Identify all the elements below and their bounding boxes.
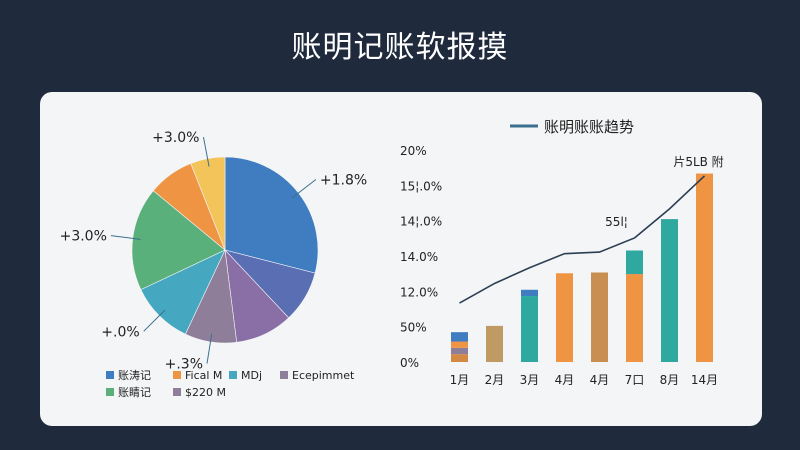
pie-leader-7 [202,136,210,167]
y-tick-label-4: 12.0% [400,285,438,299]
bar-6-seg-0 [661,219,678,362]
x-tick-label-4: 4月 [590,373,610,387]
pie-legend-swatch-0 [106,371,114,379]
bar-2-seg-1 [521,289,538,297]
pie-leader-0 [291,179,317,199]
x-tick-label-0: 1月 [450,373,470,387]
pie-legend-swatch-4 [106,388,114,396]
chart-card: +1.8% +.3% +.0% +3.0% +3.0% 账涛记 Fical M MDj Ecep… [40,92,762,426]
pie-label-0: +1.8% [320,173,367,189]
pie-legend-label-2: MDj [241,369,262,382]
pie-label-4: +.0% [101,324,139,340]
pie-legend-label-5: $220 M [185,386,226,399]
pie-legend-label-1: Fical M [185,369,222,382]
bar-annotation-0: 55l¦ [605,215,628,229]
y-tick-label-6: 0% [400,356,419,370]
pie-legend-label-0: 账涛记 [118,368,151,382]
bar-chart-title: 账明账账趋势 [544,118,634,136]
bar-0-seg-3 [451,332,468,342]
pie-legend-swatch-1 [173,371,181,379]
pie-legend-swatch-5 [173,388,181,396]
pie-leader-5 [110,235,141,240]
x-tick-label-2: 3月 [520,373,540,387]
y-tick-label-0: 20% [400,144,427,158]
y-tick-label-1: 15¦.0% [400,179,442,193]
bar-5-seg-0 [626,274,643,362]
chart-svg: +1.8% +.3% +.0% +3.0% +3.0% 账涛记 Fical M MDj Ecep… [60,118,724,399]
bar-3-seg-0 [556,273,573,362]
y-tick-label-5: 50% [400,321,427,335]
bar-7-seg-0 [696,173,713,362]
bar-5-seg-1 [626,250,643,275]
page-title: 账明记账软报摸 [291,30,509,65]
bar-annotation-1: 片5LB 附 [673,155,723,169]
bar-2-seg-0 [521,296,538,362]
pie-legend-label-4: 账睛记 [118,386,151,399]
bar-0-seg-0 [451,354,468,362]
pie-label-3: +.3% [165,357,203,373]
bar-4-seg-0 [591,272,608,362]
pie-label-7: +3.0% [152,130,199,146]
x-tick-label-6: 8月 [660,373,680,387]
pie-legend-label-3: Ecepimmet [292,369,355,382]
bar-0-seg-1 [451,347,468,355]
trend-line [459,175,706,304]
bar-0-seg-2 [451,341,468,348]
pie-legend-swatch-3 [280,371,288,379]
pie-leader-3 [206,333,213,364]
pie-label-5: +3.0% [60,229,107,245]
bar-1-seg-0 [486,325,503,362]
x-tick-label-7: 14月 [691,373,718,387]
y-tick-label-3: 14.0% [400,250,438,264]
y-tick-label-2: 14¦.0% [400,215,442,229]
pie-leader-4 [143,309,166,332]
x-tick-label-3: 4月 [555,373,575,387]
pie-legend-swatch-2 [229,371,237,379]
x-tick-label-1: 2月 [485,373,505,387]
x-tick-label-5: 7口 [625,373,645,387]
